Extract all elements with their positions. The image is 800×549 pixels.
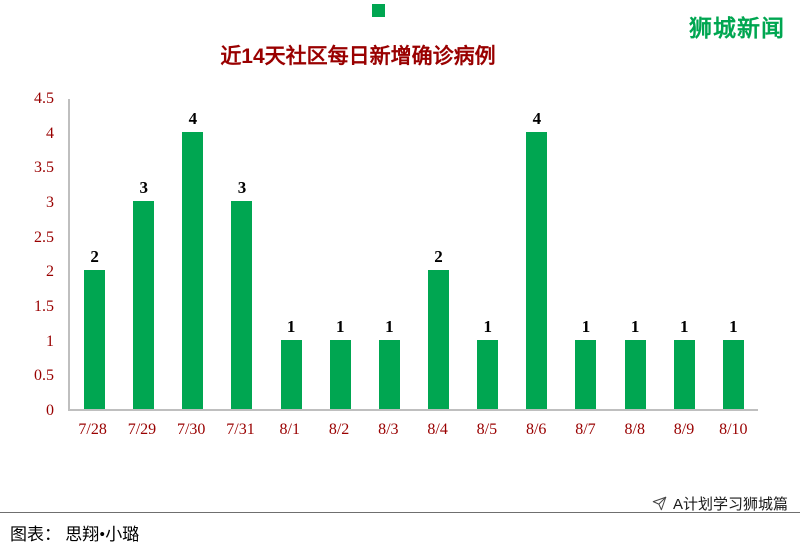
bar bbox=[526, 131, 548, 409]
bar-group: 1 bbox=[611, 99, 660, 409]
y-tick-label: 3 bbox=[46, 194, 54, 211]
x-axis-labels: 7/28 7/29 7/30 7/31 8/1 8/2 8/3 8/4 8/5 8/6 8/7 8/8… bbox=[68, 421, 758, 439]
bar-group: 4 bbox=[512, 99, 561, 409]
plot-area: 2 3 4 3 1 1 1 2 1 4 1 1 1 1 bbox=[68, 99, 758, 411]
bar-group: 1 bbox=[267, 99, 316, 409]
bar bbox=[378, 339, 400, 409]
bar-value-label: 1 bbox=[483, 316, 492, 336]
x-tick-label: 7/31 bbox=[226, 421, 255, 438]
x-tick-label: 8/1 bbox=[279, 421, 300, 438]
y-tick-label: 4 bbox=[46, 124, 54, 142]
x-tick-label: 8/7 bbox=[575, 421, 596, 438]
bar bbox=[133, 201, 155, 409]
bar-value-label: 1 bbox=[729, 316, 738, 336]
chart-credit: 图表： 思翔•小璐 bbox=[10, 525, 140, 544]
x-tick-label: 8/6 bbox=[525, 421, 547, 438]
bar bbox=[575, 339, 597, 409]
bar-value-label: 1 bbox=[286, 316, 296, 336]
bar-group: 2 bbox=[70, 99, 119, 409]
x-tick-label: 8/10 bbox=[719, 421, 748, 438]
bar-group: 1 bbox=[365, 99, 414, 409]
channel-label: A计划学习狮城篇 bbox=[652, 493, 788, 514]
bar-group: 2 bbox=[414, 99, 463, 409]
y-tick-label: 0 bbox=[46, 402, 54, 419]
bar bbox=[182, 131, 204, 409]
bar-group: 4 bbox=[168, 99, 217, 409]
chart-title: 近14天社区每日新增确诊病例 bbox=[220, 45, 496, 68]
bar-value-label: 4 bbox=[188, 108, 198, 128]
y-tick-label: 0.5 bbox=[34, 367, 54, 385]
x-tick-label: 8/3 bbox=[378, 421, 399, 438]
x-tick-label: 8/2 bbox=[328, 421, 350, 438]
y-tick-label: 1.5 bbox=[34, 298, 54, 315]
bar-value-label: 1 bbox=[680, 316, 689, 336]
x-tick-label: 8/9 bbox=[673, 421, 695, 438]
bar-value-label: 3 bbox=[139, 178, 148, 197]
bar-group: 1 bbox=[660, 99, 709, 409]
y-axis: 4.5 4 3.5 3 2.5 2 1.5 1 0.5 0 bbox=[0, 90, 62, 419]
channel-name: A计划学习狮城篇 bbox=[672, 496, 788, 513]
y-tick-label: 4.5 bbox=[34, 90, 54, 107]
bar-group: 1 bbox=[561, 99, 610, 409]
x-tick-label: 8/4 bbox=[427, 421, 448, 438]
x-tick-label: 7/28 bbox=[78, 421, 107, 438]
bar-value-label: 4 bbox=[532, 108, 542, 128]
bar-group: 1 bbox=[316, 99, 365, 409]
bar bbox=[673, 339, 695, 409]
bar bbox=[428, 270, 450, 409]
bars-row: 2 3 4 3 1 1 1 2 1 4 1 1 1 1 bbox=[70, 99, 758, 409]
bar-group: 3 bbox=[119, 99, 168, 409]
y-tick-label: 2.5 bbox=[34, 228, 54, 246]
y-tick-label: 2 bbox=[46, 263, 54, 281]
bar-value-label: 1 bbox=[385, 316, 394, 336]
bar-group: 1 bbox=[709, 99, 758, 409]
bar-group: 3 bbox=[217, 99, 266, 409]
brand-logo: 狮城新闻 bbox=[689, 15, 785, 41]
bar-group: 1 bbox=[463, 99, 512, 409]
y-tick-label: 1 bbox=[46, 332, 54, 350]
bar bbox=[624, 339, 646, 409]
bar-value-label: 1 bbox=[581, 316, 591, 336]
bar bbox=[280, 339, 302, 409]
bar bbox=[231, 201, 253, 409]
bar bbox=[84, 270, 106, 409]
footer-divider bbox=[0, 512, 800, 513]
green-square-icon bbox=[372, 4, 385, 17]
paper-plane-icon bbox=[652, 496, 667, 511]
bar-value-label: 2 bbox=[90, 247, 99, 267]
x-tick-label: 7/29 bbox=[127, 421, 157, 438]
y-tick-label: 3.5 bbox=[34, 159, 54, 177]
bar-value-label: 3 bbox=[237, 178, 247, 197]
bar-value-label: 2 bbox=[434, 247, 443, 267]
x-tick-label: 7/30 bbox=[176, 421, 206, 438]
bar bbox=[722, 339, 744, 409]
x-tick-label: 8/8 bbox=[624, 421, 645, 438]
x-tick-label: 8/5 bbox=[476, 421, 498, 438]
bar-value-label: 1 bbox=[336, 316, 345, 336]
bar bbox=[329, 339, 351, 409]
bar-value-label: 1 bbox=[630, 316, 640, 336]
bar bbox=[477, 339, 499, 409]
